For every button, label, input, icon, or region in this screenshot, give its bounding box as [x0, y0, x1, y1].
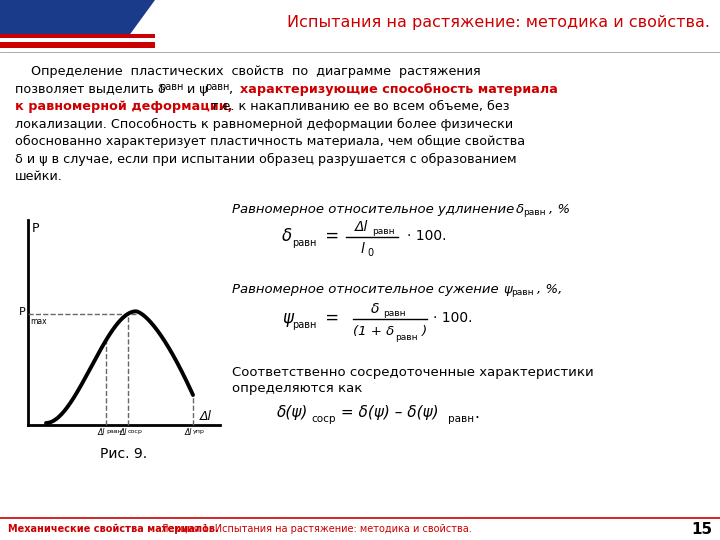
Text: δ(ψ): δ(ψ): [277, 406, 308, 421]
Text: (1 + δ: (1 + δ: [353, 325, 395, 338]
Text: Определение  пластических  свойств  по  диаграмме  растяжения: Определение пластических свойств по диаг…: [15, 65, 481, 78]
Text: локализации. Способность к равномерной деформации более физически: локализации. Способность к равномерной д…: [15, 118, 513, 131]
Text: и ψ: и ψ: [183, 83, 208, 96]
Bar: [0, 42, 155, 48]
Text: =: =: [320, 227, 339, 245]
Text: характеризующие способность материала: характеризующие способность материала: [240, 83, 558, 96]
Text: к равномерной деформации,: к равномерной деформации,: [15, 100, 233, 113]
Text: равн: равн: [448, 414, 474, 424]
Text: .: .: [474, 406, 479, 421]
Text: равн: равн: [205, 83, 230, 92]
Text: равн: равн: [292, 238, 316, 248]
Text: Δl: Δl: [200, 410, 212, 423]
Text: равн: равн: [292, 320, 316, 330]
Text: соср: соср: [128, 429, 143, 434]
Bar: [0, 0, 120, 48]
Text: обоснованно характеризует пластичность материала, чем общие свойства: обоснованно характеризует пластичность м…: [15, 135, 525, 148]
Text: Соответственно сосредоточенные характеристики: Соответственно сосредоточенные характери…: [232, 366, 594, 379]
Text: 15: 15: [691, 522, 712, 537]
Text: P: P: [19, 307, 26, 318]
Text: 0: 0: [367, 248, 373, 258]
Text: определяются как: определяются как: [232, 382, 362, 395]
Text: позволяет выделить δ: позволяет выделить δ: [15, 83, 166, 96]
Text: Δl: Δl: [184, 428, 192, 437]
Text: Δl: Δl: [120, 428, 127, 437]
Text: равн: равн: [511, 288, 534, 297]
Text: , %,: , %,: [537, 283, 562, 296]
Text: Равномерное относительное сужение: Равномерное относительное сужение: [232, 283, 503, 296]
Text: Δl: Δl: [98, 428, 105, 437]
Text: упр: упр: [193, 429, 205, 434]
Text: равн: равн: [372, 227, 395, 237]
Text: Рис. 9.: Рис. 9.: [100, 447, 148, 461]
Text: · 100.: · 100.: [433, 311, 472, 325]
Text: ,: ,: [229, 83, 241, 96]
Bar: [0, 34, 155, 38]
Text: Механические свойства материалов.: Механические свойства материалов.: [8, 524, 219, 534]
Text: равн: равн: [159, 83, 184, 92]
Text: равн: равн: [383, 309, 405, 319]
Text: ψ: ψ: [282, 309, 293, 327]
Text: ψ: ψ: [503, 283, 512, 296]
Text: l: l: [360, 242, 364, 256]
Text: т.е. к накапливанию ее во всем объеме, без: т.е. к накапливанию ее во всем объеме, б…: [207, 100, 510, 113]
Text: =: =: [320, 309, 339, 327]
Text: Испытания на растяжение: методика и свойства.: Испытания на растяжение: методика и свой…: [287, 15, 710, 30]
Text: δ и ψ в случае, если при испытании образец разрушается с образованием: δ и ψ в случае, если при испытании образ…: [15, 152, 517, 166]
Text: равн: равн: [395, 333, 418, 341]
Text: Равномерное относительное удлинение: Равномерное относительное удлинение: [232, 203, 518, 216]
Text: max: max: [30, 318, 47, 326]
Text: , %: , %: [549, 203, 570, 216]
Text: ): ): [422, 325, 427, 338]
Text: равн: равн: [106, 429, 122, 434]
Text: соср: соср: [311, 414, 336, 424]
Text: δ: δ: [371, 302, 379, 316]
Text: δ: δ: [282, 227, 292, 245]
Text: = δ(ψ) – δ(ψ): = δ(ψ) – δ(ψ): [336, 406, 438, 421]
Text: · 100.: · 100.: [407, 229, 446, 243]
Text: δ: δ: [516, 203, 524, 216]
Text: равн: равн: [523, 208, 546, 217]
Bar: [0, 38, 155, 42]
Text: шейки.: шейки.: [15, 170, 63, 183]
Text: Лекция 1. Испытания на растяжение: методика и свойства.: Лекция 1. Испытания на растяжение: метод…: [155, 524, 472, 534]
Text: Δl: Δl: [355, 220, 369, 234]
Text: P: P: [32, 222, 40, 235]
Polygon shape: [120, 0, 155, 48]
